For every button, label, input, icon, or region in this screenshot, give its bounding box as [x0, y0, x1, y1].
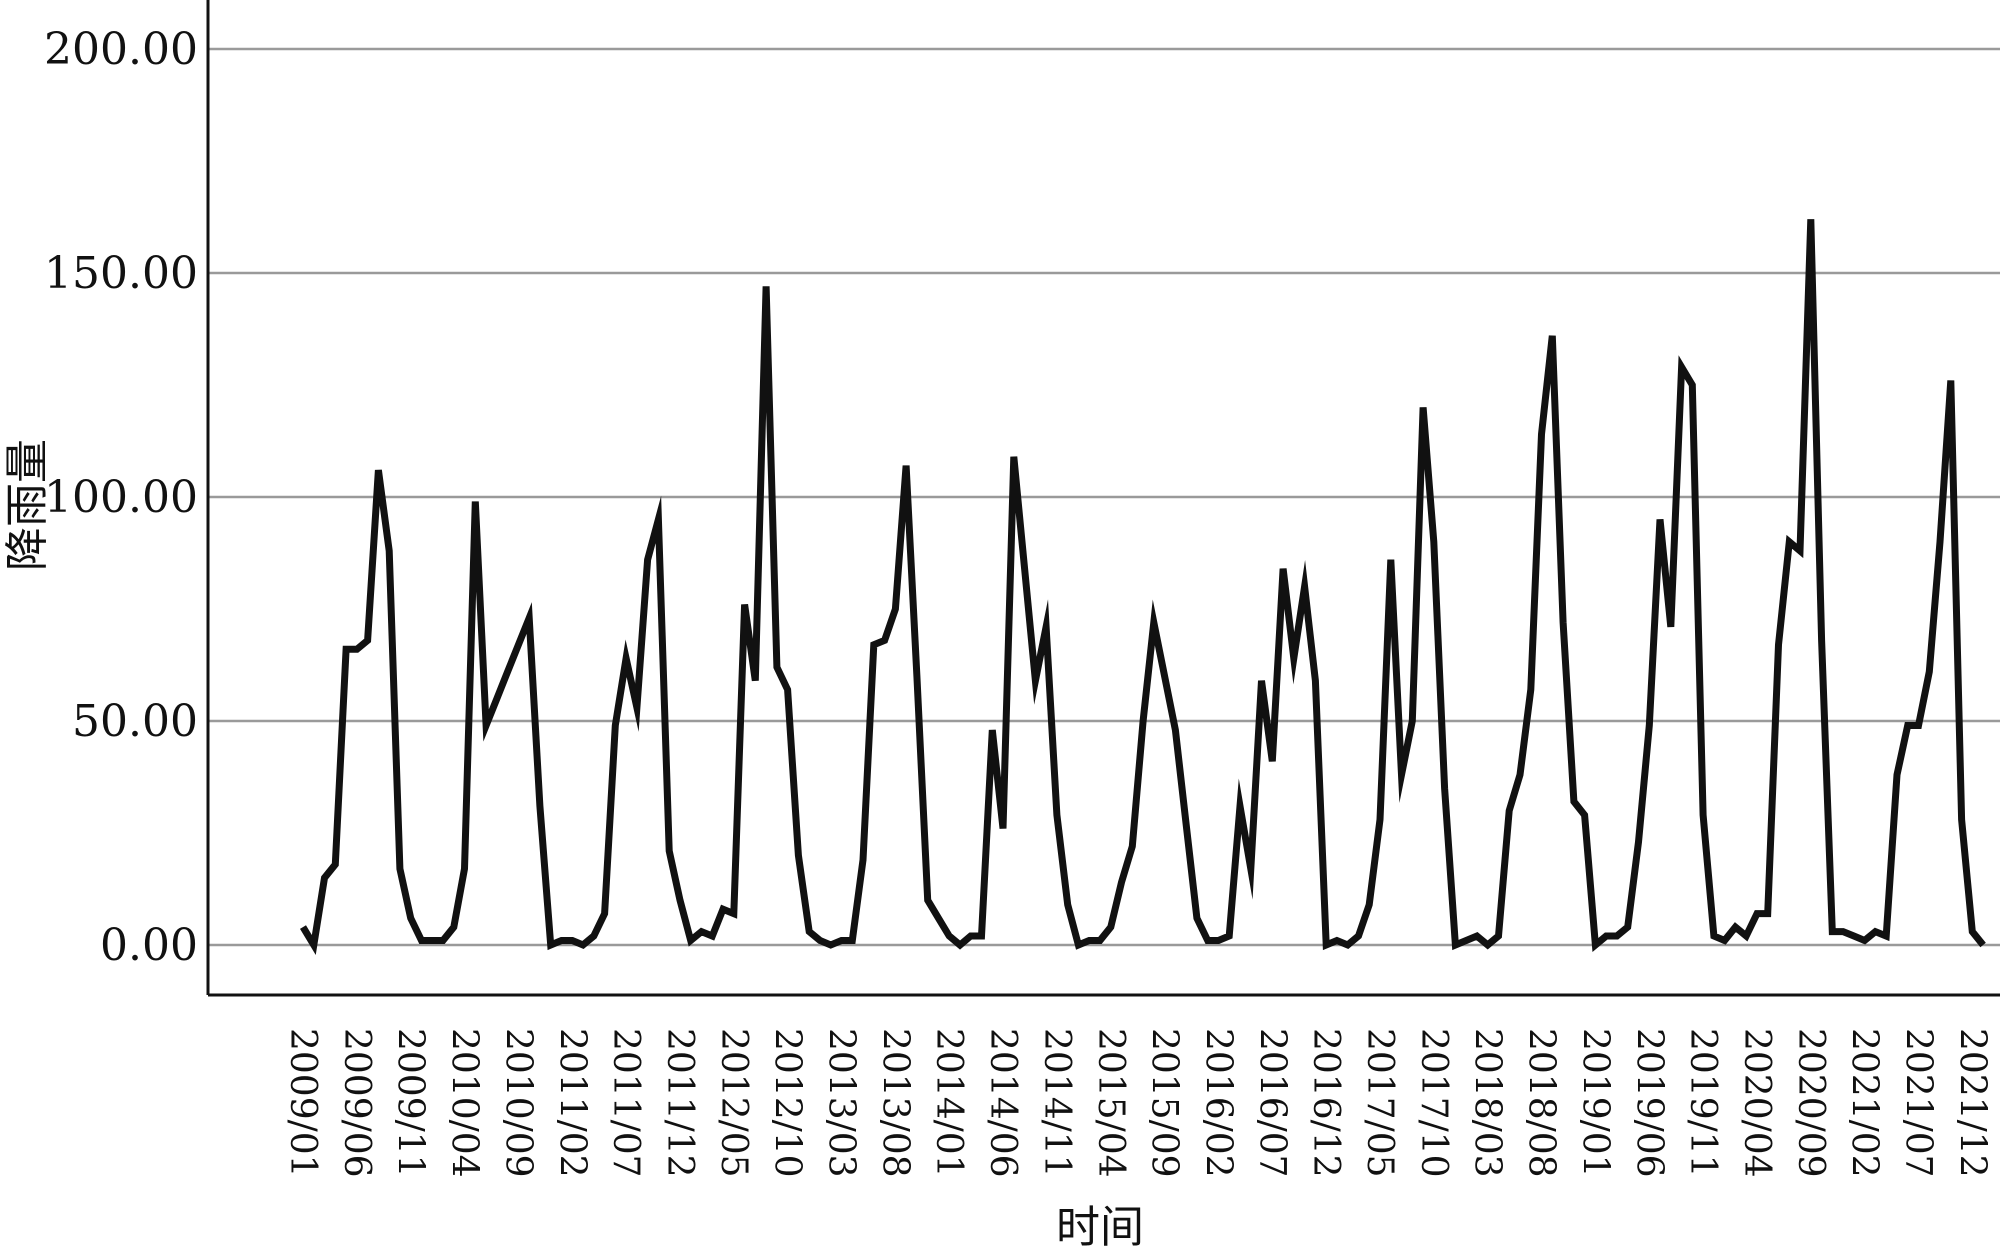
- x-tick-label: 2019/06: [1628, 1028, 1669, 1178]
- x-tick-label: 2016/07: [1251, 1028, 1292, 1178]
- x-tick-label: 2018/08: [1521, 1028, 1562, 1178]
- series: [300, 219, 1986, 956]
- x-tick-label: 2009/11: [390, 1028, 431, 1178]
- y-tick-label: 200.00: [44, 24, 198, 75]
- x-tick-label: 2011/07: [605, 1028, 646, 1178]
- x-tick-label: 2014/06: [982, 1028, 1023, 1178]
- x-tick-label: 2016/02: [1197, 1028, 1238, 1178]
- x-tick-label: 2018/03: [1467, 1028, 1508, 1178]
- x-tick-label: 2010/09: [497, 1028, 538, 1178]
- x-tick-label: 2012/05: [713, 1028, 754, 1178]
- x-tick-label: 2021/07: [1898, 1028, 1939, 1178]
- x-tick-labels: 2009/01 2009/06 2009/11 2010/04 2010/09 2011/…: [282, 1028, 1992, 1178]
- x-tick-label: 2015/04: [1090, 1028, 1131, 1178]
- grid-lines: [208, 47, 2000, 947]
- x-tick-label: 2013/03: [821, 1028, 862, 1178]
- y-tick-labels: 0.00 50.00 100.00 150.00 200.00: [44, 24, 198, 971]
- x-tick-label: 2009/06: [336, 1028, 377, 1178]
- x-tick-label: 2020/04: [1736, 1028, 1777, 1178]
- axes: [206, 0, 2000, 997]
- x-axis-title: 时间: [1056, 1202, 1144, 1253]
- series-line: [300, 219, 1986, 956]
- y-axis-title: 降雨量: [2, 439, 53, 571]
- x-tick-label: 2019/01: [1574, 1028, 1615, 1178]
- x-tick-label: 2015/09: [1144, 1028, 1185, 1178]
- x-tick-label: 2019/11: [1682, 1028, 1723, 1178]
- x-tick-label: 2014/01: [928, 1028, 969, 1178]
- x-tick-label: 2017/10: [1413, 1028, 1454, 1178]
- x-tick-label: 2020/09: [1790, 1028, 1831, 1178]
- x-tick-label: 2012/10: [767, 1028, 808, 1178]
- x-tick-label: 2009/01: [282, 1028, 323, 1178]
- x-tick-label: 2010/04: [444, 1028, 485, 1178]
- y-tick-label: 50.00: [72, 696, 198, 747]
- x-tick-label: 2011/02: [551, 1028, 592, 1178]
- y-tick-label: 0.00: [100, 920, 198, 971]
- x-tick-label: 2021/02: [1844, 1028, 1885, 1178]
- x-tick-label: 2011/12: [659, 1028, 700, 1178]
- x-tick-label: 2013/08: [874, 1028, 915, 1178]
- x-tick-label: 2017/05: [1359, 1028, 1400, 1178]
- y-tick-label: 150.00: [44, 248, 198, 299]
- x-tick-label: 2021/12: [1951, 1028, 1992, 1178]
- x-tick-label: 2014/11: [1036, 1028, 1077, 1178]
- x-tick-label: 2016/12: [1305, 1028, 1346, 1178]
- y-tick-label: 100.00: [44, 472, 198, 523]
